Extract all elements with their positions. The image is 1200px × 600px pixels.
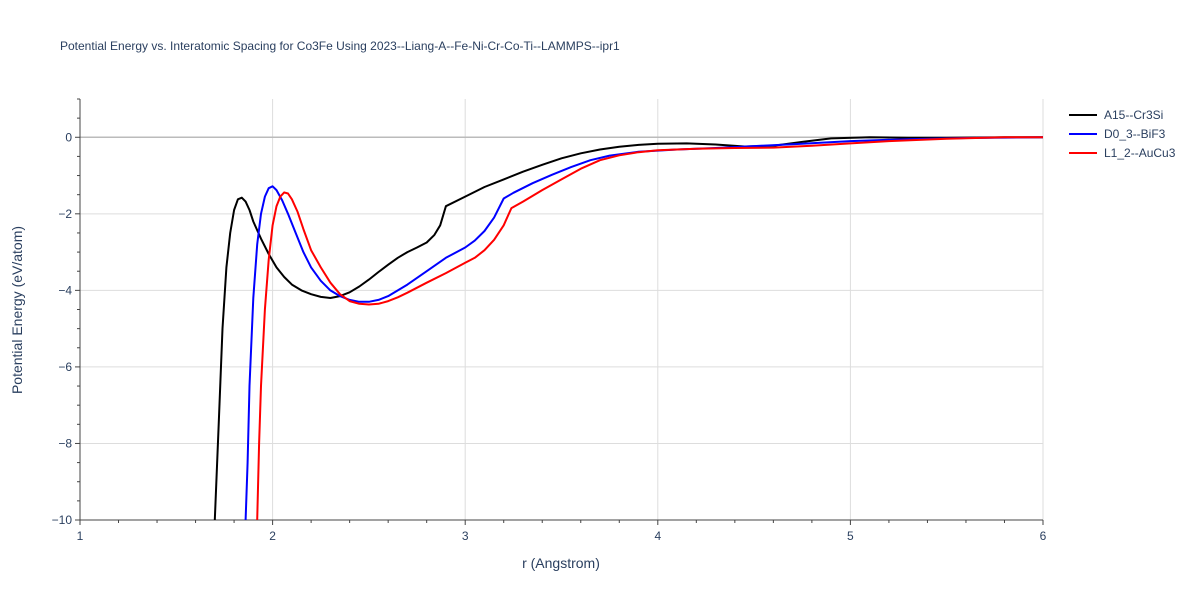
legend: A15--Cr3Si D0_3--BiF3 L1_2--AuCu3 <box>1069 108 1176 160</box>
legend-label: D0_3--BiF3 <box>1104 127 1166 141</box>
y-axis-title: Potential Energy (eV/atom) <box>9 226 25 394</box>
legend-label: A15--Cr3Si <box>1104 108 1163 122</box>
x-tick-label: 1 <box>77 529 84 543</box>
y-tick-label: −6 <box>58 360 72 374</box>
chart-title: Potential Energy vs. Interatomic Spacing… <box>60 39 620 53</box>
y-tick-labels: −10 −8 −6 −4 −2 0 <box>52 130 73 527</box>
axes <box>75 98 1044 525</box>
y-tick-label: 0 <box>65 130 72 144</box>
x-tick-label: 5 <box>847 529 854 543</box>
y-tick-label: −10 <box>52 513 73 527</box>
x-tick-labels: 1 2 3 4 5 6 <box>77 529 1047 543</box>
x-tick-label: 3 <box>462 529 469 543</box>
series-layer <box>213 136 1043 520</box>
series-line-a15-cr3si <box>213 136 1043 520</box>
legend-label: L1_2--AuCu3 <box>1104 146 1176 160</box>
x-axis-title: r (Angstrom) <box>522 555 600 571</box>
series-line-l1-2-aucu3 <box>256 136 1043 520</box>
y-tick-label: −2 <box>58 207 72 221</box>
y-tick-label: −4 <box>58 283 72 297</box>
x-tick-label: 6 <box>1040 529 1047 543</box>
x-tick-label: 4 <box>654 529 661 543</box>
x-tick-label: 2 <box>269 529 276 543</box>
grid <box>80 99 1044 520</box>
y-tick-label: −8 <box>58 436 72 450</box>
